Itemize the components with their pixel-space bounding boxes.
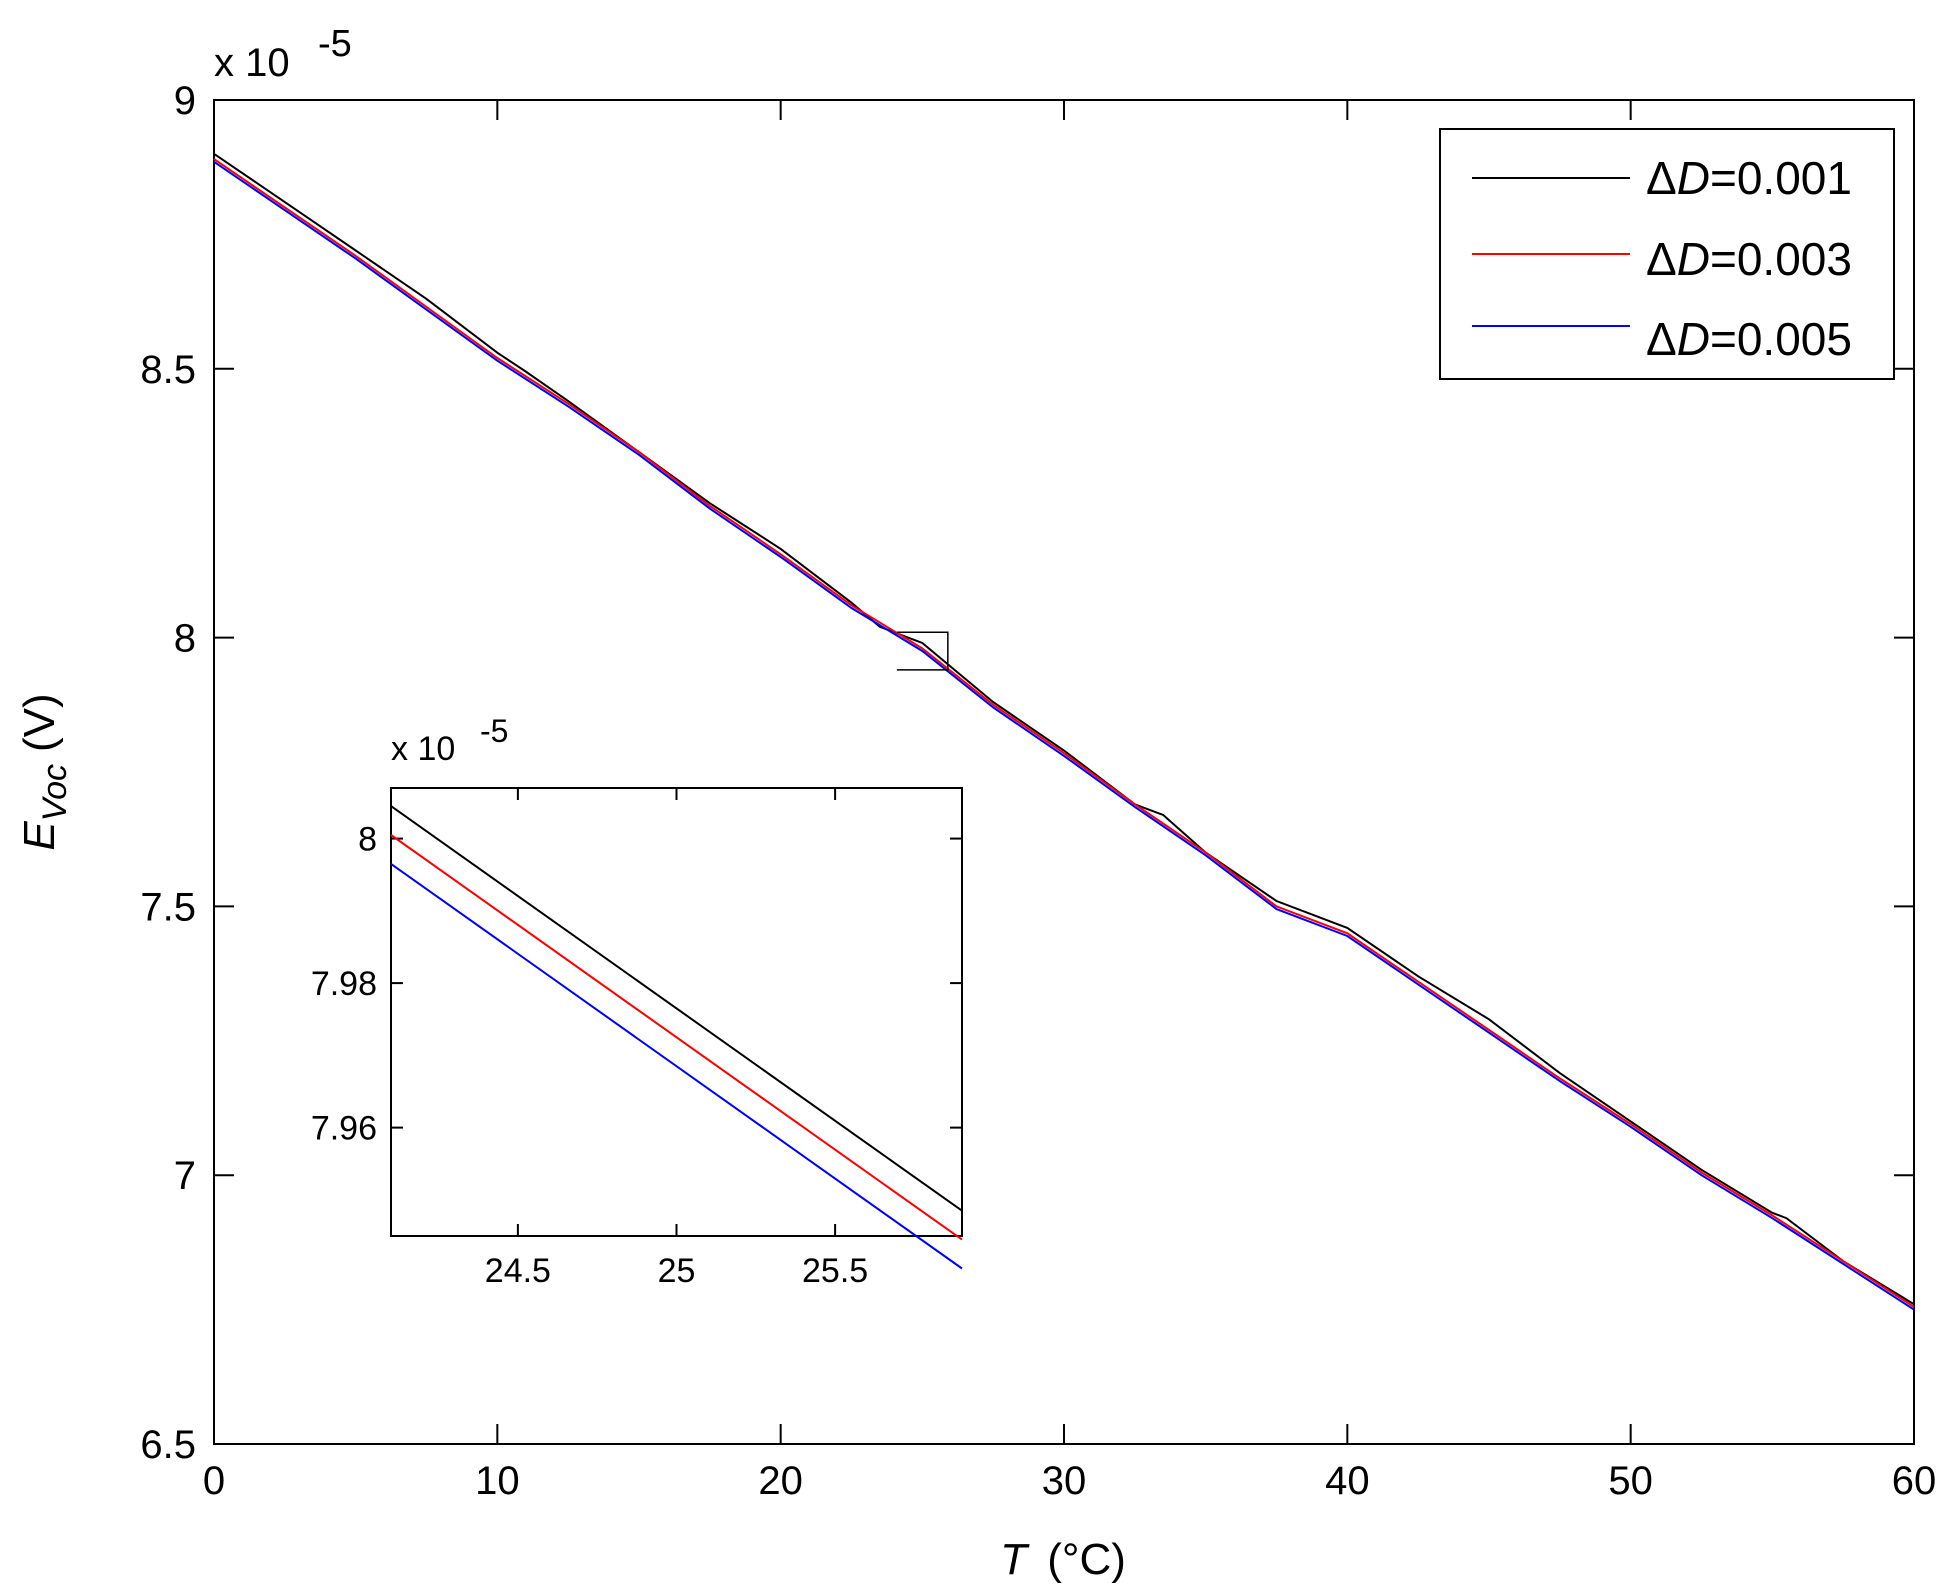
main-y-tick-label: 7 xyxy=(174,1154,196,1198)
main-y-tick-label: 6.5 xyxy=(140,1423,196,1467)
main-y-tick-label: 8.5 xyxy=(140,348,196,392)
main-x-tick-label: 0 xyxy=(203,1459,225,1503)
inset-y-tick-label: 8 xyxy=(358,821,377,859)
inset-y-exponent: -5 xyxy=(480,713,508,749)
main-y-tick-label: 8 xyxy=(174,617,196,661)
main-series xyxy=(213,152,1915,1311)
main-x-tick-label: 20 xyxy=(758,1459,803,1503)
inset-x-tick-label: 25 xyxy=(658,1252,696,1290)
inset-x-tick-label: 25.5 xyxy=(802,1252,868,1290)
inset-y-tick-label: 7.96 xyxy=(311,1110,377,1148)
main-x-tick-label: 50 xyxy=(1608,1459,1653,1503)
main-x-tick-label: 30 xyxy=(1042,1459,1087,1503)
inset-x-tick-label: 24.5 xyxy=(485,1252,551,1290)
inset-series-line-0 xyxy=(390,805,963,1212)
main-x-tick-label: 40 xyxy=(1325,1459,1370,1503)
main-ticks: 0 10 20 30 40 50 60 6.5 7 7.5 8 8.5 9 xyxy=(140,79,1936,1503)
main-y-tick-label: 9 xyxy=(174,79,196,123)
main-series-line-0 xyxy=(213,152,1915,1306)
main-y-exponent: -5 xyxy=(318,23,352,65)
legend-entry-1: ΔD=0.003 xyxy=(1646,233,1852,285)
x-axis-title: T (°C) xyxy=(1000,1535,1126,1584)
inset-series-line-1 xyxy=(390,834,963,1241)
main-series-line-1 xyxy=(213,158,1915,1308)
svg-text:EVoc(V): EVoc(V) xyxy=(15,693,74,850)
main-y-multiplier: x 10 xyxy=(214,41,290,85)
main-x-tick-label: 10 xyxy=(475,1459,520,1503)
zoom-region-marker xyxy=(896,631,949,671)
legend-entry-0: ΔD=0.001 xyxy=(1646,152,1852,204)
inset-ticks: 24.5 25 25.5 7.96 7.98 8 xyxy=(311,788,962,1290)
zoom-bracket xyxy=(896,631,949,671)
legend: ΔD=0.001 ΔD=0.003 ΔD=0.005 xyxy=(1439,128,1895,380)
y-axis-title: EVoc(V) xyxy=(15,693,74,850)
inset-plot-area xyxy=(390,787,963,1237)
main-series-line-2 xyxy=(213,160,1915,1311)
main-y-tick-label: 7.5 xyxy=(140,885,196,929)
inset-y-multiplier: x 10 xyxy=(391,730,455,768)
inset-series-line-2 xyxy=(390,863,963,1270)
legend-entry-2: ΔD=0.005 xyxy=(1646,313,1852,365)
inset-series xyxy=(390,805,963,1270)
inset-y-tick-label: 7.98 xyxy=(311,965,377,1003)
main-x-tick-label: 60 xyxy=(1892,1459,1937,1503)
